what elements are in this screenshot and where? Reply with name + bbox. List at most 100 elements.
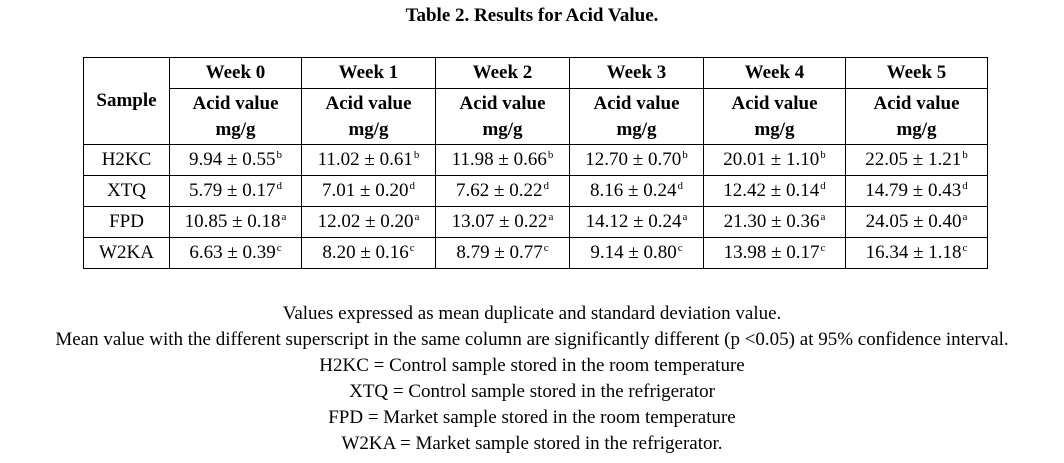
value-cell: 24.05 ± 0.40a [845,206,988,238]
sample-cell: H2KC [83,144,170,176]
value-cell: 22.05 ± 1.21b [845,144,988,176]
acid-value-table: Sample Week 0 Week 1 Week 2 Week 3 Week … [83,57,988,269]
value-cell: 8.79 ± 0.77c [435,237,570,269]
mean-sd: 7.01 ± 0.20 [322,180,409,201]
unit-measure: mg/g [616,118,657,140]
unit-label: Acid value [593,92,680,114]
mean-sd: 14.12 ± 0.24 [585,211,682,232]
mean-sd: 6.63 ± 0.39 [189,242,276,263]
table-row: FPD 10.85 ± 0.18a 12.02 ± 0.20a 13.07 ± … [83,206,988,238]
mean-sd: 9.94 ± 0.55 [189,149,276,170]
value-cell: 14.12 ± 0.24a [569,206,704,238]
mean-sd: 21.30 ± 0.36 [723,211,820,232]
mean-sd: 8.16 ± 0.24 [590,180,677,201]
superscript: d [543,180,549,192]
value-cell: 5.79 ± 0.17d [169,175,302,207]
unit-header: Acid value mg/g [435,88,570,145]
week-header: Week 2 [435,57,570,89]
value-cell: 11.98 ± 0.66b [435,144,570,176]
value-cell: 13.07 ± 0.22a [435,206,570,238]
superscript: b [820,149,826,161]
superscript: b [682,149,688,161]
sample-cell: XTQ [83,175,170,207]
sample-cell: FPD [83,206,170,238]
value-cell: 13.98 ± 0.17c [703,237,846,269]
superscript: a [820,211,826,223]
note-line: XTQ = Control sample stored in the refri… [349,381,715,402]
superscript: c [543,242,549,254]
value-cell: 8.20 ± 0.16c [301,237,436,269]
unit-label: Acid value [459,92,546,114]
value-cell: 10.85 ± 0.18a [169,206,302,238]
mean-sd: 11.98 ± 0.66 [451,149,547,170]
superscript: b [962,149,968,161]
sample-cell: W2KA [83,237,170,269]
superscript: a [414,211,420,223]
week-header: Week 1 [301,57,436,89]
superscript: a [548,211,554,223]
mean-sd: 11.02 ± 0.61 [317,149,413,170]
unit-header-row: Acid value mg/g Acid value mg/g Acid value… [84,88,988,145]
value-cell: 12.70 ± 0.70b [569,144,704,176]
value-cell: 9.14 ± 0.80c [569,237,704,269]
superscript: d [820,180,826,192]
superscript: a [682,211,688,223]
note-line: W2KA = Market sample stored in the refri… [341,433,723,454]
table-row: W2KA 6.63 ± 0.39c 8.20 ± 0.16c 8.79 ± 0.… [83,237,988,269]
superscript: b [547,149,554,161]
value-cell: 20.01 ± 1.10b [703,144,846,176]
unit-measure: mg/g [482,118,523,140]
week-header-row: Sample Week 0 Week 1 Week 2 Week 3 Week … [83,57,988,145]
superscript: d [276,180,282,192]
table-row: H2KC 9.94 ± 0.55b 11.02 ± 0.61b 11.98 ± … [83,144,988,176]
unit-measure: mg/g [215,118,256,140]
unit-label: Acid value [873,92,960,114]
superscript: c [677,242,683,254]
sample-column-header: Sample [83,57,170,145]
value-cell: 12.42 ± 0.14d [703,175,846,207]
mean-sd: 13.07 ± 0.22 [451,211,548,232]
superscript: c [820,242,826,254]
mean-sd: 20.01 ± 1.10 [723,149,820,170]
unit-label: Acid value [731,92,818,114]
value-cell: 11.02 ± 0.61b [301,144,436,176]
mean-sd: 9.14 ± 0.80 [590,242,677,263]
mean-sd: 13.98 ± 0.17 [723,242,820,263]
note-line: H2KC = Control sample stored in the room… [319,355,745,376]
week-header: Week 4 [703,57,846,89]
week-header: Week 3 [569,57,704,89]
unit-measure: mg/g [896,118,937,140]
value-cell: 12.02 ± 0.20a [301,206,436,238]
unit-header: Acid value mg/g [301,88,436,145]
mean-sd: 7.62 ± 0.22 [456,180,543,201]
superscript: a [281,211,287,223]
superscript: d [409,180,415,192]
value-cell: 6.63 ± 0.39c [169,237,302,269]
mean-sd: 16.34 ± 1.18 [865,242,962,263]
mean-sd: 24.05 ± 0.40 [865,211,962,232]
table-title: Table 2. Results for Acid Value. [405,5,659,26]
superscript: b [276,149,282,161]
value-cell: 8.16 ± 0.24d [569,175,704,207]
mean-sd: 22.05 ± 1.21 [865,149,962,170]
week-header: Week 5 [845,57,988,89]
superscript: a [962,211,968,223]
table-notes: Values expressed as mean duplicate and s… [0,301,1064,457]
mean-sd: 5.79 ± 0.17 [189,180,276,201]
unit-label: Acid value [325,92,412,114]
mean-sd: 10.85 ± 0.18 [184,211,281,232]
value-cell: 7.01 ± 0.20d [301,175,436,207]
note-line: FPD = Market sample stored in the room t… [328,407,736,428]
note-line: Mean value with the different superscrip… [55,329,1009,350]
superscript: d [677,180,683,192]
value-cell: 7.62 ± 0.22d [435,175,570,207]
unit-header: Acid value mg/g [569,88,704,145]
unit-measure: mg/g [348,118,389,140]
unit-header: Acid value mg/g [703,88,846,145]
unit-header: Acid value mg/g [169,88,302,145]
mean-sd: 14.79 ± 0.43 [865,180,962,201]
unit-label: Acid value [192,92,279,114]
unit-measure: mg/g [754,118,795,140]
superscript: d [962,180,968,192]
mean-sd: 12.70 ± 0.70 [585,149,682,170]
